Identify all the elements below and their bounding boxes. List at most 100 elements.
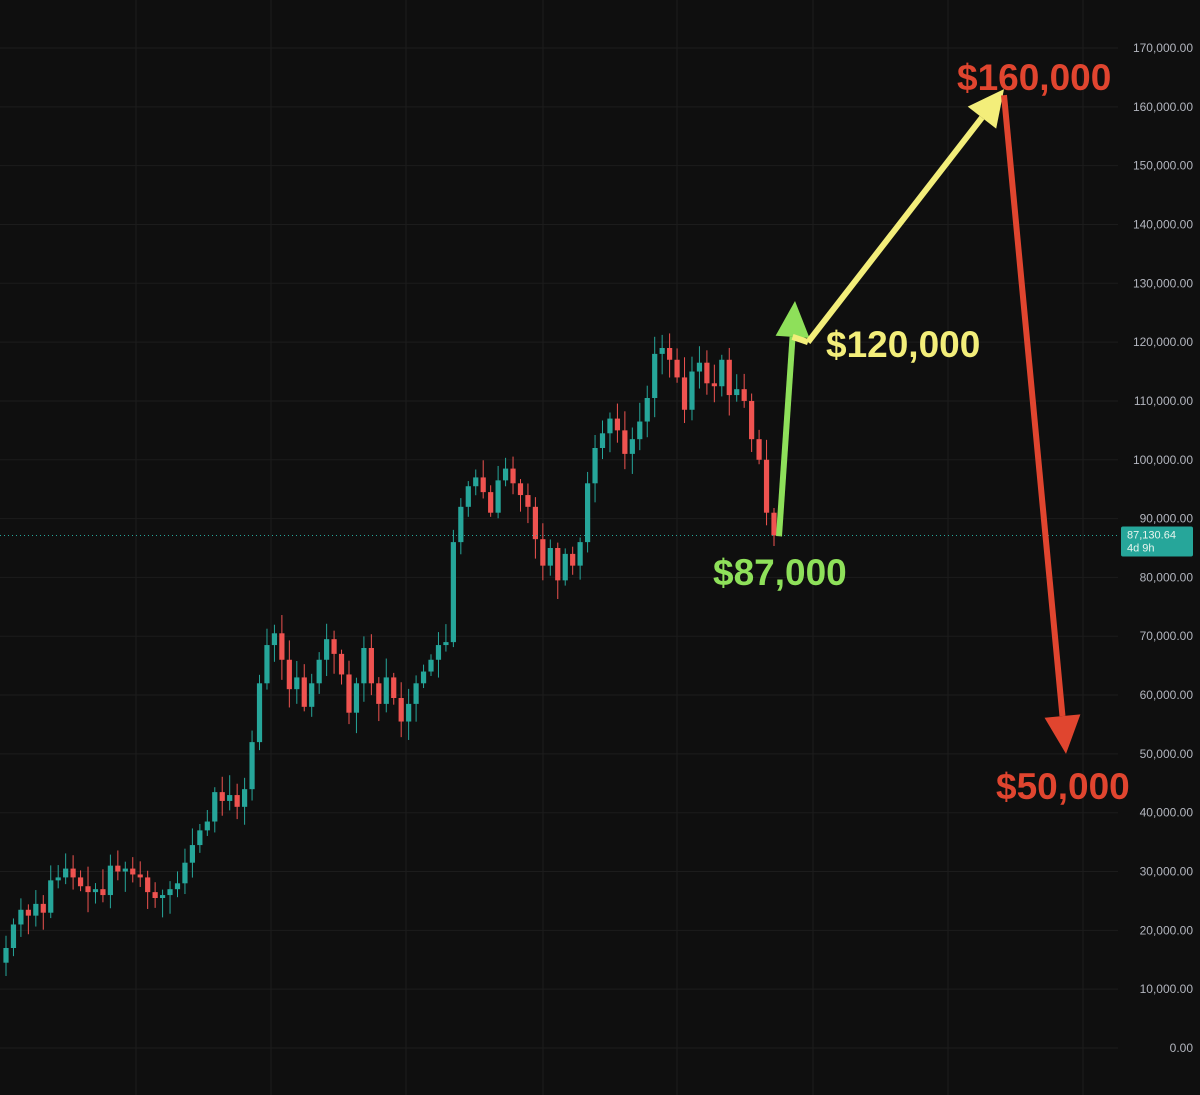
annotation-50000: $50,000	[996, 766, 1130, 807]
candle	[681, 357, 688, 424]
candle-body	[674, 359, 680, 378]
candlestick-series	[3, 333, 777, 977]
candle	[85, 866, 91, 913]
candle-body	[316, 659, 322, 684]
candle-body	[443, 642, 449, 646]
candle-body	[495, 480, 501, 513]
candle-body	[286, 659, 292, 690]
candle	[55, 865, 61, 889]
arrow-yellow-tail	[791, 334, 809, 345]
candle	[249, 730, 255, 801]
candle-body	[271, 633, 278, 646]
candle	[435, 632, 442, 678]
candle	[286, 640, 292, 708]
y-tick-label: 70,000.00	[1140, 629, 1194, 643]
candle-body	[242, 789, 248, 807]
candle	[711, 364, 717, 403]
candle	[629, 427, 635, 474]
candle-body	[599, 433, 606, 448]
candle-body	[577, 542, 583, 566]
candle-body	[130, 868, 136, 875]
candle	[652, 336, 658, 418]
candle-body	[510, 468, 516, 484]
candle	[726, 347, 732, 416]
candle	[540, 523, 546, 581]
candle-body	[711, 383, 717, 387]
candle-body	[25, 909, 31, 916]
candle-body	[547, 548, 553, 566]
candle-body	[279, 633, 285, 660]
y-tick-label: 100,000.00	[1133, 453, 1193, 467]
candle	[458, 498, 464, 555]
candle	[33, 890, 39, 927]
candle-body	[398, 698, 404, 722]
candle	[279, 615, 285, 680]
candle-body	[540, 539, 546, 566]
candle-body	[749, 400, 755, 440]
candle-body	[659, 348, 665, 354]
candle	[480, 460, 486, 499]
y-tick-label: 170,000.00	[1133, 41, 1193, 55]
candle-body	[219, 792, 225, 801]
candle-body	[696, 362, 703, 372]
candle-body	[555, 548, 561, 581]
candle	[346, 660, 352, 725]
y-tick-label: 160,000.00	[1133, 100, 1193, 114]
candle	[756, 429, 762, 465]
candle-body	[622, 430, 628, 454]
candle	[40, 895, 46, 930]
candle	[10, 918, 17, 957]
projection-arrows	[775, 89, 1081, 754]
candle-body	[92, 889, 99, 893]
y-tick-label: 0.00	[1170, 1041, 1194, 1055]
y-tick-label: 10,000.00	[1140, 982, 1194, 996]
candle	[145, 870, 151, 909]
countdown-label: 4d 9h	[1127, 542, 1155, 554]
arrow-head	[775, 300, 810, 339]
candle	[376, 677, 382, 722]
arrow-green	[776, 336, 796, 537]
y-tick-label: 120,000.00	[1133, 335, 1193, 349]
candle	[637, 402, 643, 451]
candle	[391, 672, 397, 705]
candle-body	[406, 703, 412, 722]
y-tick-label: 50,000.00	[1140, 747, 1194, 761]
candle-body	[55, 877, 61, 881]
candle	[510, 456, 516, 495]
candle	[406, 688, 412, 740]
current-price-label: 87,130.64	[1127, 529, 1176, 541]
annotation-87000: $87,000	[713, 552, 847, 593]
candle-body	[532, 506, 538, 540]
arrow-red	[1001, 94, 1066, 717]
candle-body	[383, 677, 389, 704]
candle-body	[473, 477, 479, 487]
candle-body	[122, 868, 128, 872]
candle-body	[338, 653, 345, 675]
candle	[234, 783, 240, 820]
y-tick-label: 130,000.00	[1133, 276, 1193, 290]
candle-body	[204, 821, 210, 831]
y-tick-label: 60,000.00	[1140, 688, 1194, 702]
candle	[212, 787, 218, 833]
candle-body	[488, 492, 494, 513]
y-axis: 170,000.00 160,000.00 150,000.00 140,000.00…	[1133, 41, 1193, 1055]
candle	[734, 374, 740, 402]
candle-body	[137, 874, 143, 878]
candle	[301, 664, 307, 712]
candle	[159, 889, 166, 918]
candle	[92, 883, 99, 904]
candle	[420, 664, 427, 689]
candle-body	[324, 639, 330, 660]
y-tick-label: 40,000.00	[1140, 806, 1194, 820]
candle-body	[70, 868, 76, 878]
arrow-yellow	[805, 115, 985, 344]
candle-body	[614, 418, 621, 431]
candle	[696, 346, 703, 389]
candle-body	[10, 924, 17, 948]
candle	[443, 624, 449, 652]
candle-body	[48, 880, 54, 913]
candle	[577, 537, 583, 580]
candle-body	[480, 477, 486, 493]
y-tick-label: 20,000.00	[1140, 923, 1194, 937]
candle	[48, 865, 54, 919]
